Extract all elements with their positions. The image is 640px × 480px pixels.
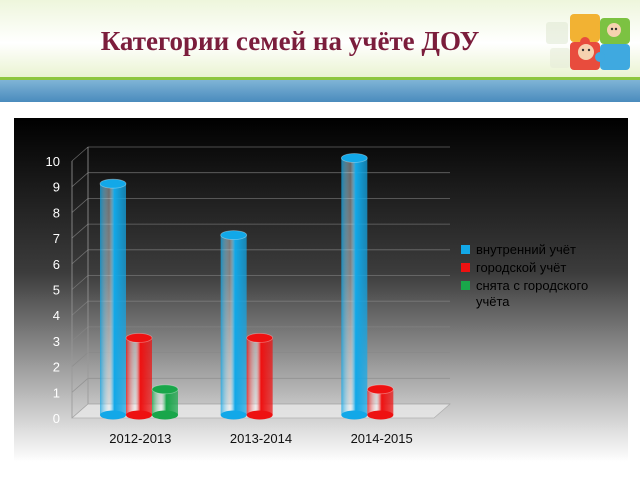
legend-label: снята с городского [476,278,588,293]
bar-base [126,410,152,420]
gridline-side [71,377,89,393]
legend-swatch [461,263,470,272]
gridline-side [71,352,89,367]
bar-top [125,332,153,343]
gridline-side [71,223,89,239]
y-tick-label: 0 [53,411,60,426]
bar-top [340,153,368,163]
bar-top [366,384,394,395]
slide-title: Категории семей на учёте ДОУ [100,26,480,56]
legend-label: внутренний учёт [476,242,576,257]
bar [341,158,368,415]
title-bar [0,0,640,78]
y-tick-label: 10 [46,154,60,169]
x-tick-label: 2014-2015 [351,431,413,446]
bar [246,337,273,415]
bar-base [367,410,394,420]
gridline-side [71,146,89,162]
y-tick-label: 1 [53,385,60,400]
bar-top [99,178,127,189]
gridline-side [71,300,89,316]
y-tick-label: 7 [53,231,60,246]
bar-top [151,384,179,395]
y-tick-label: 2 [53,360,60,375]
bar-base [246,410,273,420]
bar-base [152,410,178,420]
bar [220,235,247,415]
y-tick-label: 3 [53,334,60,349]
bar [126,337,152,415]
gridline-side [71,172,89,188]
y-tick-label: 4 [53,308,60,323]
x-tick-label: 2013-2014 [230,431,292,446]
puzzle-children-logo-icon [546,14,630,70]
bar-base [341,410,368,420]
legend-label: учёта [476,294,510,309]
bar-top [246,332,274,343]
bar-base [100,410,126,420]
y-tick-label: 6 [53,257,60,272]
gridline-side [71,275,89,290]
header-band [0,80,640,102]
bar-base [220,410,247,420]
legend-swatch [461,245,470,254]
gridline-side [71,249,89,265]
legend-swatch [461,281,470,290]
gridline-side [71,198,89,213]
y-tick-label: 9 [53,180,60,195]
chart-area: 0 1 2 3 4 5 6 7 8 9 10 2012-2013 2013-2014 2014-2015 в… [14,118,628,462]
title-underline [0,77,640,80]
bar-chart: 0 1 2 3 4 5 6 7 8 9 10 2012-2013 2013-2014 2014-2015 в… [46,146,588,446]
bar-top [220,230,248,240]
bar [100,183,126,415]
x-tick-label: 2012-2013 [109,431,171,446]
y-tick-label: 5 [53,283,60,298]
y-tick-label: 8 [53,205,60,220]
gridline-side [71,326,89,342]
legend-label: городской учёт [476,260,566,275]
